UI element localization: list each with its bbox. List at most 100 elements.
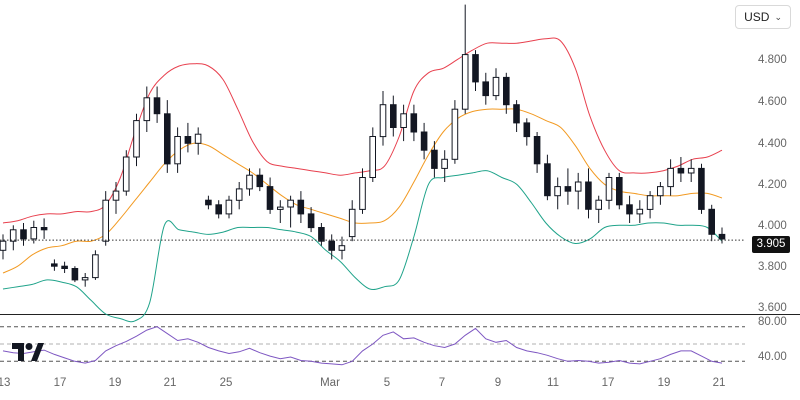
candle-body-down xyxy=(328,240,335,251)
price-tick-4200: 4.200 xyxy=(758,179,787,191)
candle xyxy=(215,200,222,219)
price-tick-4800: 4.800 xyxy=(758,54,787,66)
candle-body-up xyxy=(554,186,561,197)
candle xyxy=(636,200,644,223)
candle-body-up xyxy=(174,136,181,165)
price-tick-3800: 3.800 xyxy=(758,261,787,273)
price-tick-4600: 4.600 xyxy=(758,96,787,108)
candle-body-down xyxy=(318,227,325,242)
candle xyxy=(523,118,531,146)
candle xyxy=(51,259,58,271)
candle xyxy=(544,154,551,201)
candle-body-down xyxy=(215,204,222,215)
candle-body-up xyxy=(461,54,469,110)
currency-selector[interactable]: USD ⌄ xyxy=(735,5,791,29)
time-tick: 17 xyxy=(53,377,67,389)
middle-band-line xyxy=(2,108,723,274)
candle-body-down xyxy=(205,199,212,206)
candle xyxy=(708,204,716,242)
candle-body-down xyxy=(698,167,705,210)
candle-body-down xyxy=(420,131,428,151)
candle xyxy=(698,163,705,214)
price-tick-4400: 4.400 xyxy=(758,138,787,150)
candle xyxy=(194,127,202,155)
candle xyxy=(554,177,561,210)
candle xyxy=(503,72,510,114)
candle xyxy=(297,191,305,223)
candle-body-down xyxy=(544,163,551,197)
time-tick: 5 xyxy=(383,377,391,389)
candle xyxy=(400,104,407,142)
candle-body-down xyxy=(564,186,572,192)
candle xyxy=(410,104,418,142)
candle-body-up xyxy=(369,136,376,178)
candle xyxy=(184,122,192,153)
candle-body-up xyxy=(133,120,140,158)
candle xyxy=(122,150,130,196)
candle xyxy=(718,227,726,244)
candle xyxy=(482,72,489,105)
candle-body-down xyxy=(533,136,541,165)
candle xyxy=(605,172,613,210)
candle-body-down xyxy=(503,76,510,106)
candlesticks xyxy=(0,4,726,287)
candle xyxy=(246,168,253,196)
candle-body-up xyxy=(574,181,582,192)
candle-body-up xyxy=(348,208,356,238)
candle xyxy=(369,127,376,182)
candle-body-down xyxy=(472,54,479,83)
candle xyxy=(102,191,110,246)
candle-body-down xyxy=(677,167,685,174)
candle-body-up xyxy=(143,97,151,122)
candle xyxy=(616,172,623,210)
candle xyxy=(348,200,356,242)
candle-body-down xyxy=(71,268,79,281)
candle xyxy=(143,86,151,132)
candle xyxy=(307,207,315,233)
candle-body-up xyxy=(441,158,448,169)
time-tick: 21 xyxy=(163,377,177,389)
candle xyxy=(277,200,284,223)
time-tick: 19 xyxy=(108,377,122,389)
candle-body-down xyxy=(410,113,418,133)
candle-body-up xyxy=(451,108,459,160)
last-price-label: 3.905 xyxy=(752,236,790,253)
candle-body-down xyxy=(523,122,531,138)
candle xyxy=(174,127,181,173)
candle-body-down xyxy=(40,227,48,231)
candle xyxy=(164,100,171,173)
candle-body-down xyxy=(513,104,520,124)
candle xyxy=(71,266,79,283)
candle-body-down xyxy=(585,181,592,210)
candle-body-down xyxy=(626,204,633,215)
candle xyxy=(61,261,68,273)
candle xyxy=(626,195,633,223)
candle xyxy=(451,100,459,164)
candle-body-down xyxy=(184,136,192,144)
candle-body-up xyxy=(646,195,654,210)
candle-body-up xyxy=(595,199,603,210)
candle xyxy=(266,177,274,214)
candle xyxy=(235,182,243,210)
time-tick: 17 xyxy=(601,377,615,389)
price-tick-4000: 4.000 xyxy=(758,220,787,232)
candle-body-up xyxy=(112,190,120,201)
candle-body-up xyxy=(400,113,407,129)
candle-body-down xyxy=(51,263,58,267)
candle xyxy=(441,150,448,182)
candle xyxy=(390,95,397,137)
time-tick: 13 xyxy=(0,377,11,389)
candle xyxy=(492,68,500,101)
candle-body-down xyxy=(266,186,274,210)
candle-body-up xyxy=(492,76,500,97)
candle-body-up xyxy=(657,186,664,197)
time-tick: 19 xyxy=(657,377,671,389)
candle xyxy=(667,159,674,196)
candle xyxy=(9,225,17,251)
time-tick: 11 xyxy=(547,377,559,389)
candle xyxy=(92,250,99,280)
candle-body-down xyxy=(256,174,264,188)
tradingview-logo xyxy=(12,343,44,361)
candle-body-up xyxy=(246,174,253,190)
